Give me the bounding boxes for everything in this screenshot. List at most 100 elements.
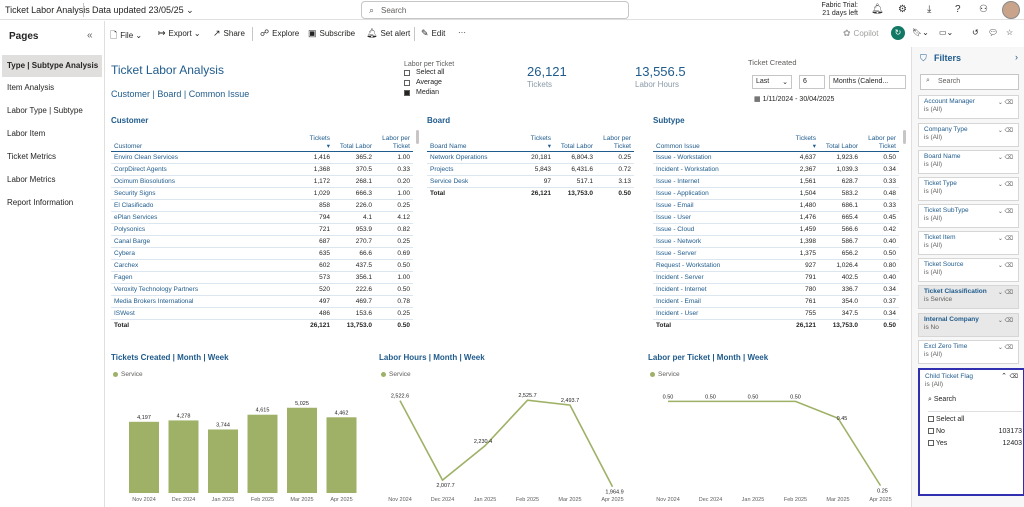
col-header[interactable]: Tickets ▾ xyxy=(299,129,333,152)
table-row[interactable]: Issue - User 1,476 665.4 0.45 xyxy=(653,211,899,224)
child-search[interactable]: ⌕ Search xyxy=(928,396,956,404)
page-item-labor-item[interactable]: Labor Item xyxy=(7,129,46,138)
copilot-button[interactable]: ✿ Copilot xyxy=(843,28,878,39)
table-row[interactable]: Media Brokers International 497 469.7 0.78 xyxy=(111,295,413,308)
table-row[interactable]: Issue - Cloud 1,459 566.6 0.42 xyxy=(653,223,899,236)
col-header[interactable]: Total Labor xyxy=(819,129,861,152)
page-item-report-information[interactable]: Report Information xyxy=(7,198,74,207)
slicer-option-select-all[interactable]: Select all xyxy=(404,68,494,78)
eraser-icon[interactable]: ⌫ xyxy=(1009,374,1018,380)
table-row[interactable]: Security Signs 1,029 666.3 1.00 xyxy=(111,187,413,200)
chevron-down-icon[interactable]: ⌄ ⌫ xyxy=(997,290,1013,296)
share-button[interactable]: ↗ Share xyxy=(213,28,245,39)
bar[interactable] xyxy=(247,414,278,493)
table-row[interactable]: Issue - Server 1,375 656.2 0.50 xyxy=(653,247,899,260)
col-header[interactable]: Total Labor xyxy=(333,129,375,152)
col-header[interactable]: Tickets ▾ xyxy=(785,129,819,152)
unit-dropdown[interactable]: Months (Calend... xyxy=(829,75,906,89)
filter-card-ticket-classification[interactable]: Ticket Classification is Service ⌄ ⌫ xyxy=(918,285,1019,309)
table-row[interactable]: Cybera 635 66.6 0.69 xyxy=(111,247,413,260)
filter-card-ticket-source[interactable]: Ticket Source is (All) ⌄ ⌫ xyxy=(918,258,1019,282)
table-row[interactable]: Incident - Workstation 2,367 1,039.3 0.34 xyxy=(653,163,899,176)
filter-card-account-manager[interactable]: Account Manager is (All) ⌄ ⌫ xyxy=(918,95,1019,119)
chevron-down-icon[interactable]: ⌄ ⌫ xyxy=(997,155,1013,161)
filter-card-ticket-type[interactable]: Ticket Type is (All) ⌄ ⌫ xyxy=(918,177,1019,201)
table-row[interactable]: El Clasificado 858 226.0 0.25 xyxy=(111,199,413,212)
table-row[interactable]: Request - Workstation 927 1,026.4 0.80 xyxy=(653,259,899,272)
filter-card-ticket-subtype[interactable]: Ticket SubType is (All) ⌄ ⌫ xyxy=(918,204,1019,228)
search-box[interactable]: ⌕ Search xyxy=(361,1,629,19)
filter-card-excl-zero-time[interactable]: Excl Zero Time is (All) ⌄ ⌫ xyxy=(918,340,1019,364)
table-row[interactable]: Polysonics 721 953.9 0.82 xyxy=(111,223,413,236)
table-row[interactable]: Incident - Email 761 354.0 0.37 xyxy=(653,295,899,308)
table-row[interactable]: Canal Barge 687 270.7 0.25 xyxy=(111,235,413,248)
scrollbar[interactable] xyxy=(903,130,906,144)
page-item-labor-metrics[interactable]: Labor Metrics xyxy=(7,175,56,184)
option-select-all[interactable]: Select all xyxy=(928,416,964,423)
table-row[interactable]: Issue - Email 1,480 686.1 0.33 xyxy=(653,199,899,212)
bar[interactable] xyxy=(326,417,357,493)
comment-icon[interactable]: 💬︎ xyxy=(988,28,999,37)
table-row[interactable]: Incident - Server 791 402.5 0.40 xyxy=(653,271,899,284)
col-header[interactable]: Tickets ▾ xyxy=(520,129,554,152)
chevron-up-icon[interactable]: ⌃ xyxy=(1001,373,1007,380)
collapse-icon[interactable]: « xyxy=(87,30,93,41)
table-row[interactable]: ISWest 486 153.6 0.25 xyxy=(111,307,413,320)
slicer-option-median[interactable]: Median xyxy=(404,88,494,98)
chevron-down-icon[interactable]: ⌄ ⌫ xyxy=(997,236,1013,242)
reset-icon[interactable]: ↺ xyxy=(972,28,979,37)
table-row[interactable]: Carchex 602 437.5 0.50 xyxy=(111,259,413,272)
filter-card-internal-company[interactable]: Internal Company is No ⌄ ⌫ xyxy=(918,313,1019,337)
page-item-ticket-metrics[interactable]: Ticket Metrics xyxy=(7,152,57,161)
chevron-down-icon[interactable]: ⌄ ⌫ xyxy=(997,209,1013,215)
page-item-item-analysis[interactable]: Item Analysis xyxy=(7,83,55,92)
chevron-down-icon[interactable]: ⌄ ⌫ xyxy=(997,345,1013,351)
explore-button[interactable]: ☍ Explore xyxy=(260,28,299,39)
page-item-type-subtype[interactable]: Type | Subtype Analysis xyxy=(2,55,102,77)
set-alert-button[interactable]: 🔔︎ Set alert xyxy=(366,28,410,39)
option-yes[interactable]: Yes 12403 xyxy=(928,440,1022,447)
table-row[interactable]: Issue - Internet 1,561 628.7 0.33 xyxy=(653,175,899,188)
table-row[interactable]: Projects 5,843 6,431.6 0.72 xyxy=(427,163,634,176)
table-row[interactable]: Service Desk 97 517.1 3.13 xyxy=(427,175,634,188)
scrollbar[interactable] xyxy=(416,130,419,144)
more-options-icon[interactable]: ··· xyxy=(458,28,466,37)
avatar[interactable] xyxy=(1002,1,1020,19)
table-row[interactable]: Issue - Workstation 4,637 1,923.6 0.50 xyxy=(653,151,899,164)
col-header[interactable]: Total Labor xyxy=(554,129,596,152)
table-row[interactable]: Incident - Internet 780 336.7 0.34 xyxy=(653,283,899,296)
chevron-down-icon[interactable]: ⌄ ⌫ xyxy=(997,100,1013,106)
col-header[interactable]: Common Issue xyxy=(653,129,785,152)
checkbox[interactable] xyxy=(928,416,934,423)
subscribe-button[interactable]: ▣ Subscribe xyxy=(308,28,355,39)
file-menu[interactable]: 🗋 File ⌄ xyxy=(110,30,143,40)
series-line[interactable] xyxy=(668,400,882,487)
edit-button[interactable]: ✎ Edit xyxy=(421,28,445,39)
gear-icon[interactable]: ⚙ xyxy=(898,4,907,15)
option-no[interactable]: No 103173 xyxy=(928,428,1022,435)
series-line[interactable] xyxy=(399,399,614,488)
chevron-down-icon[interactable]: ⌄ ⌫ xyxy=(997,318,1013,324)
col-header[interactable]: Board Name xyxy=(427,129,520,152)
chevron-down-icon[interactable]: ⌄ ⌫ xyxy=(997,263,1013,269)
col-header[interactable]: Labor per Ticket xyxy=(861,129,899,152)
slicer-option-average[interactable]: Average xyxy=(404,78,494,88)
download-icon[interactable]: ⤓ xyxy=(927,4,932,15)
col-header[interactable]: Customer xyxy=(111,129,299,152)
filter-card-ticket-item[interactable]: Ticket Item is (All) ⌄ ⌫ xyxy=(918,231,1019,255)
filter-card-child-ticket-flag[interactable]: Child Ticket Flag is (All) ⌃ ⌫ ⌕ Search … xyxy=(918,368,1024,496)
table-row[interactable]: CorpDirect Agents 1,368 370.5 0.33 xyxy=(111,163,413,176)
table-row[interactable]: Ocimum Biosolutions 1,172 268.1 0.20 xyxy=(111,175,413,188)
bar[interactable] xyxy=(208,429,238,493)
star-icon[interactable]: ☆ xyxy=(1006,28,1014,37)
export-menu[interactable]: ↦ Export ⌄ xyxy=(158,28,201,38)
help-icon[interactable]: ? xyxy=(955,4,961,15)
bar[interactable] xyxy=(129,421,159,493)
refresh-icon[interactable]: ↻ xyxy=(891,26,905,40)
checkbox[interactable] xyxy=(928,440,934,447)
checkbox-checked[interactable] xyxy=(404,90,410,96)
table-row[interactable]: Enviro Clean Services 1,416 365.2 1.00 xyxy=(111,151,413,164)
filter-search-input[interactable]: ⌕ Search xyxy=(920,74,1019,90)
count-input[interactable]: 6 xyxy=(799,75,825,89)
checkbox[interactable] xyxy=(928,428,934,435)
